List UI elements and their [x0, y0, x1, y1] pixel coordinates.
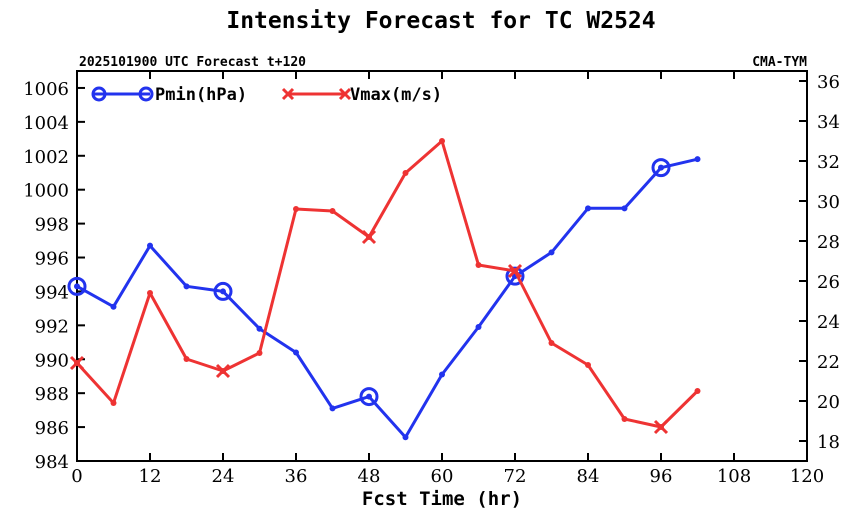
legend-pmin: Pmin(hPa) [91, 85, 247, 105]
vmax-point [402, 170, 409, 176]
left-tick-label: 992 [35, 316, 69, 337]
right-tick-label: 24 [817, 312, 840, 333]
left-tick-label: 986 [35, 418, 69, 439]
pmin-point [110, 303, 117, 310]
pmin-marker [651, 158, 671, 178]
chart-title: Intensity Forecast for TC W2524 [226, 8, 655, 34]
pmin-point [694, 156, 701, 163]
right-tick-label: 30 [817, 192, 840, 213]
chart-subtitle-right: CMA-TYM [752, 55, 807, 70]
x-tick-label: 120 [790, 466, 824, 487]
pmin-point [147, 242, 153, 249]
x-tick-label: 48 [358, 466, 381, 487]
x-tick-label: 96 [650, 466, 673, 487]
legend-vmax-marker [281, 87, 295, 101]
left-tick-label: 990 [35, 350, 69, 371]
vmax-point [621, 416, 628, 422]
pmin-point [439, 371, 445, 378]
vmax-marker [653, 419, 669, 435]
vmax-marker [69, 355, 85, 371]
series-pmin-line [76, 157, 698, 439]
vmax-point [439, 138, 445, 144]
left-tick-label: 996 [35, 249, 69, 270]
pmin-marker [67, 276, 87, 296]
left-tick-label: 984 [35, 452, 69, 473]
series-layer [67, 138, 701, 441]
left-axis-ticks: 984 986 988 990 992 994 996 998 1000 1002 1004 1006 [23, 79, 85, 473]
vmax-point [110, 400, 117, 406]
vmax-point [183, 356, 190, 362]
pmin-marker [213, 281, 233, 301]
vmax-point [548, 340, 555, 346]
legend-vmax-marker [338, 87, 352, 101]
vmax-point [256, 350, 263, 356]
x-axis-label: Fcst Time (hr) [362, 488, 522, 510]
vmax-point [585, 362, 591, 368]
legend-vmax-label: Vmax(m/s) [350, 85, 442, 105]
left-tick-label: 998 [35, 215, 69, 236]
vmax-point [694, 388, 701, 394]
right-tick-label: 28 [817, 232, 840, 253]
vmax-point [475, 262, 482, 268]
pmin-point [256, 325, 263, 332]
pmin-point [329, 405, 336, 412]
right-tick-label: 26 [817, 272, 840, 293]
vmax-point [147, 290, 153, 296]
left-tick-label: 1000 [23, 181, 69, 202]
pmin-point [366, 393, 372, 400]
x-tick-label: 24 [212, 466, 235, 487]
right-tick-label: 36 [817, 72, 840, 93]
chart-subtitle-left: 2025101900 UTC Forecast t+120 [79, 55, 306, 70]
right-tick-label: 32 [817, 152, 840, 173]
left-tick-label: 1006 [23, 79, 69, 100]
right-axis-ticks: 18 20 22 24 26 28 30 32 34 36 [799, 72, 840, 453]
pmin-point [621, 205, 628, 212]
pmin-point [183, 283, 190, 290]
right-tick-label: 18 [817, 432, 840, 453]
x-tick-label: 60 [431, 466, 454, 487]
x-tick-label: 36 [285, 466, 308, 487]
vmax-marker [215, 363, 231, 379]
vmax-point [293, 206, 299, 212]
pmin-marker [359, 387, 379, 407]
x-axis-ticks: 0 12 24 36 48 60 72 84 96 108 120 [71, 71, 824, 487]
right-tick-label: 34 [817, 112, 840, 133]
x-tick-label: 0 [71, 466, 82, 487]
pmin-point [293, 349, 299, 356]
left-tick-label: 1002 [23, 147, 69, 168]
series-vmax-line [75, 139, 699, 429]
left-tick-label: 1004 [23, 113, 69, 134]
legend: Pmin(hPa) Vmax(m/s) [91, 85, 442, 105]
plot-area [76, 70, 808, 462]
legend-pmin-label: Pmin(hPa) [155, 85, 247, 105]
vmax-marker [361, 229, 377, 245]
x-tick-label: 108 [717, 466, 751, 487]
pmin-point [658, 164, 664, 171]
x-tick-label: 12 [139, 466, 162, 487]
pmin-point [475, 324, 482, 331]
x-tick-label: 84 [577, 466, 600, 487]
legend-pmin-marker [138, 86, 154, 102]
legend-pmin-marker [91, 86, 107, 102]
pmin-point [402, 434, 409, 441]
legend-vmax: Vmax(m/s) [281, 85, 442, 105]
left-tick-label: 988 [35, 384, 69, 405]
x-tick-label: 72 [504, 466, 527, 487]
vmax-marker [507, 263, 523, 279]
pmin-point [548, 249, 555, 256]
left-tick-label: 994 [35, 282, 69, 303]
right-tick-label: 22 [817, 352, 840, 373]
pmin-point [585, 205, 591, 212]
pmin-point [74, 283, 80, 290]
vmax-point [329, 208, 336, 214]
pmin-point [220, 288, 226, 295]
right-tick-label: 20 [817, 392, 840, 413]
